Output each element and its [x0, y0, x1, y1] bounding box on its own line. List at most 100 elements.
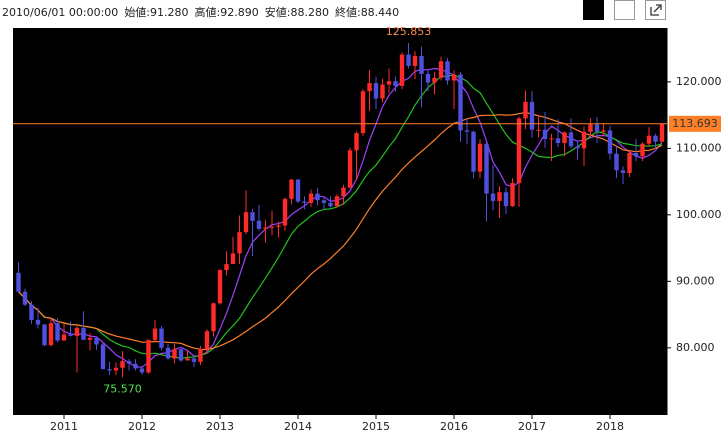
popout-button[interactable] [645, 0, 666, 20]
candle-body [458, 74, 463, 131]
header-field-value: 91.280 [150, 6, 189, 19]
candle-body [256, 220, 262, 229]
candle-body [159, 328, 164, 348]
candle-body [529, 101, 535, 130]
candle-body [484, 143, 489, 194]
candle-body [542, 129, 548, 140]
candle-body [139, 368, 145, 373]
candle-body [113, 367, 119, 371]
candle-body [224, 264, 229, 271]
header-field-value: 88.440 [361, 6, 400, 19]
candle-body [250, 212, 255, 221]
candle-body [360, 91, 366, 134]
current-price-box [669, 115, 721, 132]
candle-body [22, 291, 28, 305]
candle-body [601, 130, 606, 132]
candle-body [217, 270, 223, 304]
candle-body [510, 182, 515, 207]
candle-body [477, 143, 483, 172]
candle-body [607, 130, 613, 154]
candle-body [367, 83, 372, 92]
candle-body [575, 146, 580, 149]
candle-body [568, 132, 574, 147]
moving-average [18, 67, 663, 368]
candle-body [55, 323, 60, 341]
header-field-label: 高値: [195, 5, 221, 19]
candle-body [341, 187, 346, 197]
y-tick-label: 80.000 [676, 341, 715, 354]
candle-body [406, 54, 411, 66]
candle-body [295, 179, 301, 202]
candle-body [81, 327, 86, 340]
candle-body [425, 73, 431, 83]
header-date: 2010/06/01 00:00:00 [2, 6, 118, 19]
candle-body [594, 124, 600, 132]
candle-body [438, 61, 444, 78]
current-price-label: 113.693 [672, 117, 718, 130]
candle-body [588, 124, 593, 132]
candle-body [555, 138, 561, 144]
candle-body [204, 331, 210, 350]
candle-body [289, 179, 294, 199]
candle-body [211, 303, 216, 332]
candle-body [48, 323, 54, 346]
candle-body [107, 369, 112, 371]
candle-body [386, 81, 392, 85]
candle-body [185, 358, 190, 361]
candle-body [445, 61, 450, 81]
candle-body [334, 196, 340, 207]
candle-body [640, 143, 645, 157]
candle-body [451, 74, 457, 81]
candle-body [471, 131, 476, 172]
candle-body [562, 132, 567, 144]
x-tick-label: 2016 [440, 420, 468, 433]
candle-body [321, 200, 327, 203]
header-field-label: 安値: [265, 5, 291, 19]
header-field-label: 始値: [124, 5, 150, 19]
candle-body [464, 130, 470, 132]
candle-body [61, 334, 67, 341]
candle-body [68, 334, 73, 336]
x-tick-label: 2017 [518, 420, 546, 433]
white-button[interactable] [614, 0, 635, 20]
moving-average [18, 111, 663, 351]
black-button[interactable] [583, 0, 604, 20]
candle-body [659, 123, 665, 142]
candle-body [380, 84, 385, 99]
candle-body [620, 170, 626, 173]
x-tick-label: 2013 [206, 420, 234, 433]
candle-body [549, 138, 554, 140]
candle-body [191, 358, 197, 362]
x-tick-label: 2014 [284, 420, 312, 433]
candle-body [263, 227, 268, 229]
candle-body [74, 327, 80, 336]
y-tick-label: 120.000 [676, 75, 722, 88]
candle-body [302, 201, 307, 203]
candle-body [412, 55, 418, 66]
candle-body [276, 225, 281, 227]
candle-body [133, 363, 138, 369]
candle-body [581, 131, 587, 149]
candle-body [146, 339, 151, 373]
x-tick-label: 2011 [50, 420, 78, 433]
candle-body [523, 101, 528, 119]
header: 2010/06/01 00:00:00 始値:91.280 高値:92.890 安値:… [2, 5, 399, 19]
header-field-value: 88.280 [290, 6, 329, 19]
candle-body [243, 212, 249, 233]
candle-body [308, 193, 314, 203]
candle-body [646, 135, 652, 144]
candle-body [627, 153, 632, 173]
candle-body [126, 361, 132, 364]
candle-body [432, 77, 437, 83]
x-tick-label: 2015 [362, 420, 390, 433]
candle-body [269, 226, 275, 228]
candle-body [230, 253, 236, 265]
y-tick-label: 100.000 [676, 208, 722, 221]
candle-body [653, 135, 658, 142]
candle-body [393, 81, 398, 86]
popout-icon [650, 4, 662, 16]
candle-body [536, 129, 541, 131]
candle-body [315, 193, 320, 201]
candle-body [94, 337, 99, 345]
candle-body [178, 349, 184, 361]
